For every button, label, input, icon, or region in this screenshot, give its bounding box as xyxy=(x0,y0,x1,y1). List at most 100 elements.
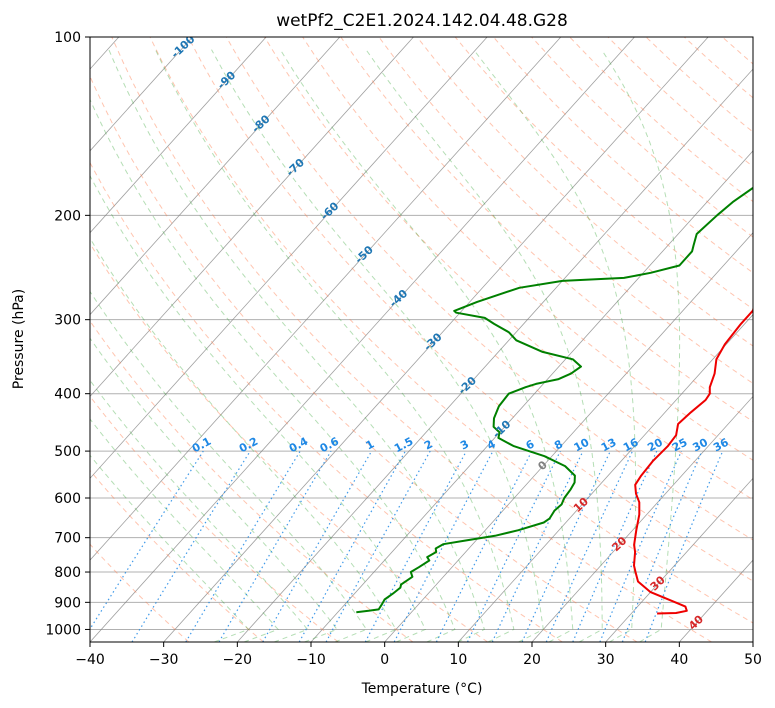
mixing-ratio-label: 1.5 xyxy=(392,435,415,456)
isotherm-line xyxy=(384,232,753,642)
mixing-ratio-label: 4 xyxy=(485,437,498,452)
isotherm-line xyxy=(237,68,753,642)
dry-adiabat-line xyxy=(149,37,753,624)
mixing-ratio-label: 1 xyxy=(364,437,377,452)
x-tick-label: 0 xyxy=(380,652,389,668)
mixing-ratio-line xyxy=(90,450,204,631)
dry-adiabat-line xyxy=(111,37,712,642)
mixing-ratio-label: 36 xyxy=(711,436,731,455)
isotherm-line xyxy=(605,477,753,642)
mixing-ratio-label: 20 xyxy=(645,436,665,455)
y-tick-label: 200 xyxy=(54,208,81,224)
mixing-ratio-label: 13 xyxy=(599,436,619,455)
dry-adiabat-line xyxy=(90,395,339,642)
x-tick-label: 20 xyxy=(523,652,541,668)
mixing-ratio-line xyxy=(325,450,431,642)
x-axis-ticks: −40 −30 −20 −10 0 10 20 30 40 50 xyxy=(75,642,762,668)
x-tick-label: 40 xyxy=(670,652,688,668)
isotherm-line xyxy=(90,37,488,479)
mixing-ratio-labels: 0.1 0.2 0.4 0.6 1 1.5 2 3 4 6 8 10 13 16 20 25 30 36 xyxy=(190,435,731,456)
y-tick-label: 1000 xyxy=(45,622,81,638)
mixing-ratio-label: 0.6 xyxy=(318,435,342,456)
moist-adiabat-line xyxy=(365,49,603,642)
x-tick-label: −10 xyxy=(296,652,326,668)
mixing-ratio-line xyxy=(185,450,301,642)
mixing-ratio-line xyxy=(131,450,251,642)
dry-adiabat-line xyxy=(645,37,753,133)
isotherm-line xyxy=(458,313,753,642)
y-tick-label: 900 xyxy=(54,595,81,611)
x-tick-label: 10 xyxy=(449,652,467,668)
x-tick-label: −30 xyxy=(149,652,179,668)
y-axis-ticks: 100 200 300 400 500 600 700 800 900 1000 xyxy=(45,30,90,638)
dry-adiabat-line xyxy=(90,543,190,642)
isotherm-line xyxy=(90,37,267,234)
dry-adiabat-line xyxy=(90,75,638,642)
chart-title: wetPf2_C2E1.2024.142.04.48.G28 xyxy=(276,11,568,31)
mixing-ratio-label: 3 xyxy=(458,437,471,452)
dry-adiabat-line xyxy=(187,37,753,582)
dry-adiabat-line xyxy=(416,37,753,347)
mixing-ratio-label: 30 xyxy=(690,436,710,455)
y-tick-label: 700 xyxy=(54,531,81,547)
isotherm-line xyxy=(531,395,753,642)
x-tick-label: 50 xyxy=(744,652,762,668)
moist-adiabat-line xyxy=(154,49,515,642)
moist-adiabat-line xyxy=(279,49,574,642)
dry-adiabat-line xyxy=(302,37,753,461)
dewpoint-profile-line xyxy=(356,186,753,614)
y-tick-label: 800 xyxy=(54,565,81,581)
dry-adiabat-line xyxy=(90,161,563,642)
mixing-ratio-line xyxy=(491,450,584,642)
x-tick-label: −20 xyxy=(223,652,253,668)
isotherm-line xyxy=(679,559,753,642)
isotherm-line xyxy=(90,37,635,642)
mixing-ratio-label: 2 xyxy=(422,437,435,452)
moist-adiabat-line xyxy=(90,379,309,642)
moist-adiabat-line xyxy=(211,49,544,642)
y-tick-label: 400 xyxy=(54,387,81,403)
mixing-ratio-label: 8 xyxy=(552,437,565,452)
moist-adiabat-line xyxy=(473,49,637,642)
moist-adiabat-line xyxy=(90,290,368,642)
x-tick-label: −40 xyxy=(75,652,105,668)
y-tick-label: 500 xyxy=(54,444,81,460)
y-tick-label: 600 xyxy=(54,491,81,507)
y-tick-label: 300 xyxy=(54,313,81,329)
plot-frame xyxy=(89,36,754,643)
background-grid xyxy=(90,37,753,642)
mixing-ratio-line xyxy=(262,450,373,642)
isotherm-line xyxy=(90,37,562,561)
y-tick-label: 100 xyxy=(54,30,81,46)
dry-adiabat-line xyxy=(90,469,264,642)
moist-adiabat-line xyxy=(90,98,456,642)
mixing-ratio-line xyxy=(298,450,406,642)
moist-adiabat-line xyxy=(90,237,397,642)
moist-adiabat-line xyxy=(90,418,279,642)
dry-adiabat-line xyxy=(90,242,488,642)
moist-adiabat-line xyxy=(90,454,250,642)
isotherm-line xyxy=(90,37,193,152)
moist-adiabat-line xyxy=(90,174,427,642)
mixing-ratio-line xyxy=(521,450,611,642)
y-axis-label: Pressure (hPa) xyxy=(11,289,27,389)
dry-adiabat-line xyxy=(225,37,753,541)
dry-adiabat-line xyxy=(90,320,414,642)
mixing-ratio-label: 16 xyxy=(621,436,641,455)
moist-adiabat-line xyxy=(108,49,486,642)
dry-adiabat-line xyxy=(607,37,753,168)
moist-adiabat-line xyxy=(90,337,338,642)
dry-adiabat-line xyxy=(264,37,753,501)
mixing-ratio-label: 0.1 xyxy=(190,435,213,456)
mixing-ratio-line xyxy=(644,450,724,642)
isotherm-line xyxy=(90,37,341,316)
mixing-ratio-label: 10 xyxy=(572,436,592,455)
isotherm-line xyxy=(310,150,753,642)
mixing-ratio-line xyxy=(218,450,332,642)
x-axis-label: Temperature (°C) xyxy=(361,681,483,697)
mixing-ratio-line xyxy=(466,450,561,642)
moist-adiabat-line xyxy=(601,49,681,642)
sounding-profiles xyxy=(356,186,753,615)
